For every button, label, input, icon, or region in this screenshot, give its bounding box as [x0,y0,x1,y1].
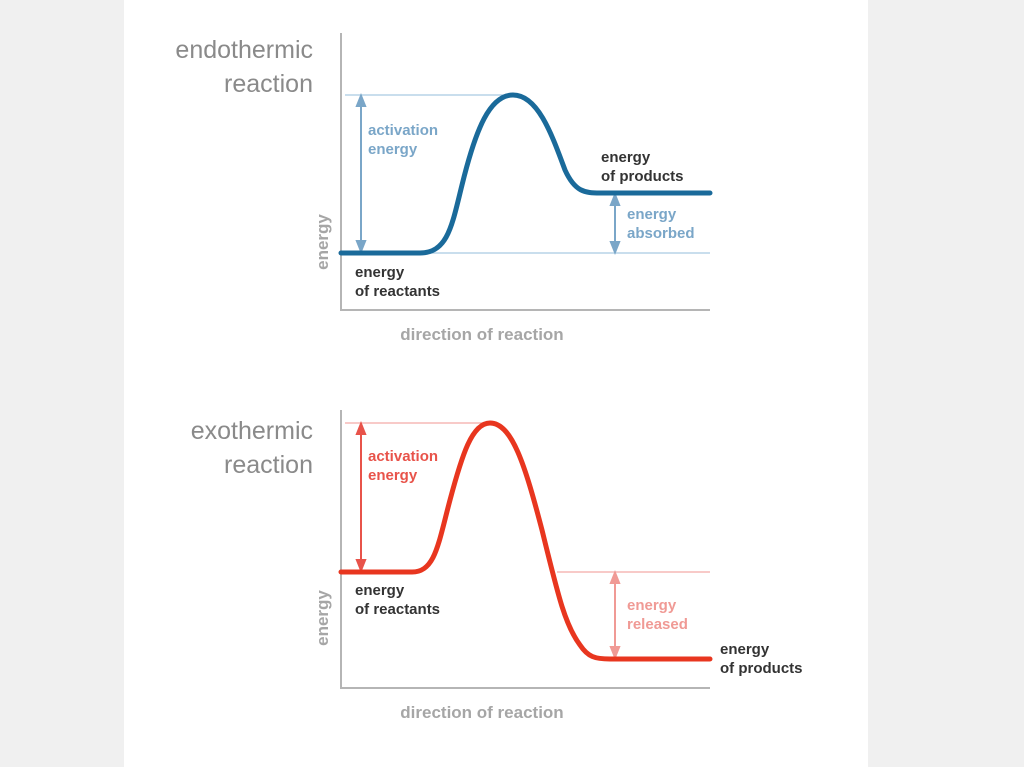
endo-activation-label-line2: energy [368,141,418,158]
endo-absorbed-label-line1: energy [627,206,677,223]
endo-reactants-label-line1: energy [355,264,405,281]
endo-products-label-line1: energy [601,149,651,166]
endo-x-axis-label: direction of reaction [400,325,563,344]
endo-energy-curve [338,92,713,256]
exo-energy-curve [338,420,713,662]
endothermic-diagram: endothermic reaction energy direction of… [175,33,713,344]
exo-released-label-line2: released [627,616,688,633]
endo-activation-label-line1: activation [368,122,438,139]
endo-title-line2: reaction [224,70,313,98]
slide [124,0,868,767]
exo-title-line1: exothermic [191,417,313,445]
exothermic-diagram: exothermic reaction energy direction of … [191,410,803,722]
endo-y-axis-label: energy [313,214,332,270]
endo-products-label-line2: of products [601,168,684,185]
exo-reactants-label-line1: energy [355,582,405,599]
endo-title-line1: endothermic [175,36,313,64]
exo-reactants-label-line2: of reactants [355,601,440,618]
exo-products-label-line2: of products [720,660,803,677]
exo-activation-label-line1: activation [368,448,438,465]
exo-x-axis-label: direction of reaction [400,703,563,722]
endo-reactants-label-line2: of reactants [355,283,440,300]
exo-y-axis-label: energy [313,590,332,646]
exo-products-label-line1: energy [720,641,770,658]
exo-activation-label-line2: energy [368,467,418,484]
endo-absorbed-label-line2: absorbed [627,225,695,242]
exo-title-line2: reaction [224,451,313,479]
exo-released-label-line1: energy [627,597,677,614]
